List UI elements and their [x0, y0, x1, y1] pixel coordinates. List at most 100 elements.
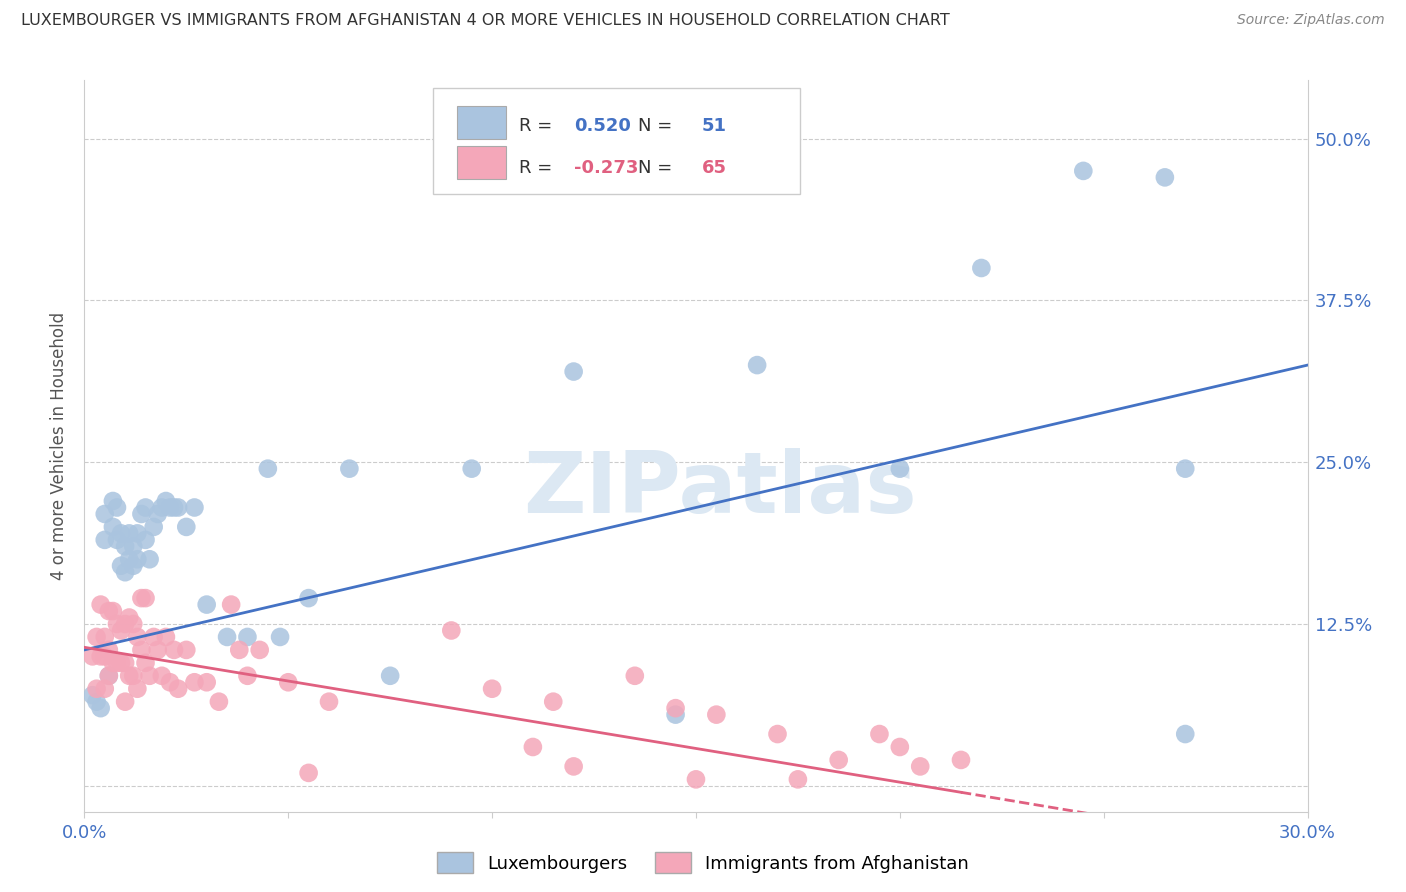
Point: [543, 695, 565, 709]
Point: [562, 759, 585, 773]
Point: [131, 507, 153, 521]
Text: Source: ZipAtlas.com: Source: ZipAtlas.com: [1237, 13, 1385, 28]
Point: [93, 649, 117, 664]
Point: [105, 500, 128, 515]
FancyBboxPatch shape: [457, 106, 506, 139]
Point: [131, 591, 153, 606]
Point: [828, 753, 851, 767]
Point: [110, 558, 132, 573]
Point: [950, 753, 973, 767]
Point: [142, 520, 165, 534]
Text: ZIPatlas: ZIPatlas: [523, 449, 917, 532]
Point: [127, 681, 149, 696]
Point: [127, 630, 149, 644]
Point: [135, 591, 157, 606]
Point: [787, 772, 810, 787]
Point: [747, 358, 769, 372]
Point: [159, 500, 181, 515]
Point: [1073, 164, 1095, 178]
Point: [114, 656, 136, 670]
Point: [318, 695, 340, 709]
Point: [135, 656, 157, 670]
Point: [269, 630, 291, 644]
Point: [101, 520, 124, 534]
Point: [889, 739, 911, 754]
Point: [97, 669, 120, 683]
Point: [380, 669, 402, 683]
Text: 65: 65: [702, 159, 727, 177]
Text: R =: R =: [519, 159, 558, 177]
Point: [665, 701, 688, 715]
Point: [90, 598, 112, 612]
Point: [101, 604, 124, 618]
Point: [127, 552, 149, 566]
Point: [105, 656, 128, 670]
Point: [97, 669, 120, 683]
Text: N =: N =: [638, 159, 679, 177]
Text: R =: R =: [519, 118, 558, 136]
Point: [228, 643, 250, 657]
Point: [114, 695, 136, 709]
Point: [150, 500, 173, 515]
Point: [82, 649, 104, 664]
Text: 51: 51: [702, 118, 727, 136]
Point: [82, 688, 104, 702]
Point: [114, 566, 136, 580]
Point: [105, 617, 128, 632]
Point: [176, 643, 198, 657]
Legend: Luxembourgers, Immigrants from Afghanistan: Luxembourgers, Immigrants from Afghanist…: [432, 847, 974, 879]
Point: [93, 533, 117, 547]
Point: [624, 669, 647, 683]
Point: [195, 598, 218, 612]
Point: [93, 507, 117, 521]
Point: [122, 558, 145, 573]
Point: [122, 539, 145, 553]
Point: [176, 520, 198, 534]
Point: [122, 617, 145, 632]
Point: [90, 649, 112, 664]
Point: [440, 624, 463, 638]
Point: [146, 643, 169, 657]
Point: [127, 526, 149, 541]
Point: [142, 630, 165, 644]
Point: [105, 533, 128, 547]
Point: [150, 669, 173, 683]
FancyBboxPatch shape: [433, 87, 800, 194]
Point: [122, 669, 145, 683]
Point: [277, 675, 299, 690]
Point: [101, 494, 124, 508]
Point: [86, 630, 108, 644]
Point: [135, 533, 157, 547]
Point: [869, 727, 891, 741]
Point: [339, 461, 361, 475]
Point: [257, 461, 280, 475]
Point: [118, 552, 141, 566]
Point: [138, 552, 160, 566]
Point: [1174, 727, 1197, 741]
Point: [114, 617, 136, 632]
Point: [910, 759, 932, 773]
Point: [298, 765, 321, 780]
Point: [889, 461, 911, 475]
Point: [97, 643, 120, 657]
Text: 0.520: 0.520: [574, 118, 630, 136]
Point: [131, 643, 153, 657]
Point: [706, 707, 728, 722]
Point: [138, 669, 160, 683]
Point: [249, 643, 271, 657]
Point: [522, 739, 544, 754]
Text: N =: N =: [638, 118, 679, 136]
Point: [183, 675, 205, 690]
Point: [665, 707, 688, 722]
Point: [167, 500, 190, 515]
Point: [298, 591, 321, 606]
Point: [86, 695, 108, 709]
Point: [114, 539, 136, 553]
Point: [110, 624, 132, 638]
Point: [562, 365, 585, 379]
Point: [110, 656, 132, 670]
Point: [93, 681, 117, 696]
Point: [159, 675, 181, 690]
Point: [93, 630, 117, 644]
Point: [110, 526, 132, 541]
